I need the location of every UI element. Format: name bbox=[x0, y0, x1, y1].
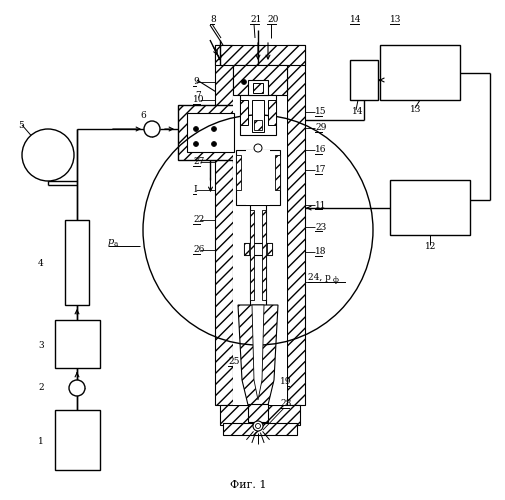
Text: 25: 25 bbox=[228, 358, 239, 366]
Text: 7: 7 bbox=[194, 90, 200, 100]
Text: Фиг. 1: Фиг. 1 bbox=[230, 480, 266, 490]
Bar bbox=[349, 60, 377, 100]
Circle shape bbox=[211, 126, 216, 132]
Bar bbox=[223, 423, 296, 435]
Bar bbox=[243, 243, 272, 255]
Text: 26: 26 bbox=[192, 246, 204, 254]
Bar bbox=[220, 405, 299, 425]
Bar bbox=[235, 150, 279, 205]
Text: 8: 8 bbox=[210, 16, 215, 24]
Bar bbox=[247, 80, 268, 95]
Bar bbox=[232, 65, 286, 95]
Bar bbox=[232, 65, 286, 405]
Circle shape bbox=[193, 142, 198, 146]
Bar bbox=[55, 320, 100, 368]
Bar bbox=[55, 410, 100, 470]
Bar bbox=[274, 155, 279, 190]
Text: 5: 5 bbox=[18, 120, 24, 130]
Bar bbox=[187, 113, 233, 152]
Text: 3: 3 bbox=[38, 340, 43, 349]
Bar bbox=[251, 100, 264, 132]
Text: 9: 9 bbox=[192, 120, 198, 130]
Polygon shape bbox=[251, 305, 264, 400]
Bar bbox=[262, 210, 266, 300]
Text: p: p bbox=[108, 238, 114, 246]
Text: 29: 29 bbox=[315, 124, 326, 132]
Bar bbox=[379, 45, 459, 100]
Bar bbox=[286, 45, 305, 405]
Text: 22: 22 bbox=[192, 216, 204, 224]
Text: 6: 6 bbox=[140, 110, 145, 120]
Circle shape bbox=[193, 126, 198, 132]
Circle shape bbox=[255, 424, 260, 428]
Text: 10: 10 bbox=[192, 96, 204, 104]
Text: 13: 13 bbox=[409, 106, 421, 114]
Bar bbox=[247, 404, 268, 422]
Bar bbox=[245, 150, 270, 205]
Text: 12: 12 bbox=[424, 242, 435, 252]
Text: 21: 21 bbox=[249, 16, 261, 24]
Bar bbox=[268, 100, 275, 125]
Circle shape bbox=[22, 129, 74, 181]
Text: 20: 20 bbox=[267, 16, 278, 24]
Text: 17: 17 bbox=[315, 166, 326, 174]
Circle shape bbox=[254, 144, 262, 152]
Text: 14: 14 bbox=[351, 108, 363, 116]
Bar bbox=[249, 205, 266, 305]
Text: 18: 18 bbox=[315, 248, 326, 256]
Circle shape bbox=[211, 142, 216, 146]
Text: 9: 9 bbox=[192, 78, 198, 86]
Bar bbox=[178, 105, 242, 160]
Bar bbox=[389, 180, 469, 235]
Text: 24, р: 24, р bbox=[308, 274, 330, 282]
Bar bbox=[65, 220, 89, 305]
Bar bbox=[249, 210, 254, 300]
Text: 1: 1 bbox=[38, 438, 43, 446]
Bar bbox=[215, 45, 232, 405]
Bar bbox=[267, 243, 272, 255]
Bar bbox=[235, 155, 240, 190]
Circle shape bbox=[144, 121, 160, 137]
Text: 14: 14 bbox=[349, 16, 361, 24]
Text: 27: 27 bbox=[192, 158, 204, 166]
Bar bbox=[243, 243, 248, 255]
Circle shape bbox=[252, 421, 263, 431]
Bar bbox=[254, 120, 262, 130]
Text: ф: ф bbox=[332, 276, 338, 284]
Text: I: I bbox=[192, 186, 196, 194]
Bar bbox=[215, 45, 305, 65]
Bar bbox=[239, 95, 275, 135]
Text: 16: 16 bbox=[315, 146, 326, 154]
Polygon shape bbox=[237, 305, 277, 425]
Text: 2: 2 bbox=[38, 384, 43, 392]
Bar bbox=[239, 100, 247, 125]
Text: 4: 4 bbox=[38, 258, 43, 268]
Text: a: a bbox=[114, 240, 118, 248]
Text: 15: 15 bbox=[315, 108, 326, 116]
Text: 19: 19 bbox=[279, 378, 291, 386]
Circle shape bbox=[241, 80, 246, 84]
Text: 28: 28 bbox=[279, 400, 291, 408]
Text: 13: 13 bbox=[389, 16, 400, 24]
Text: 11: 11 bbox=[315, 200, 326, 209]
Bar bbox=[252, 83, 263, 93]
Text: 23: 23 bbox=[315, 222, 326, 232]
Circle shape bbox=[69, 380, 85, 396]
